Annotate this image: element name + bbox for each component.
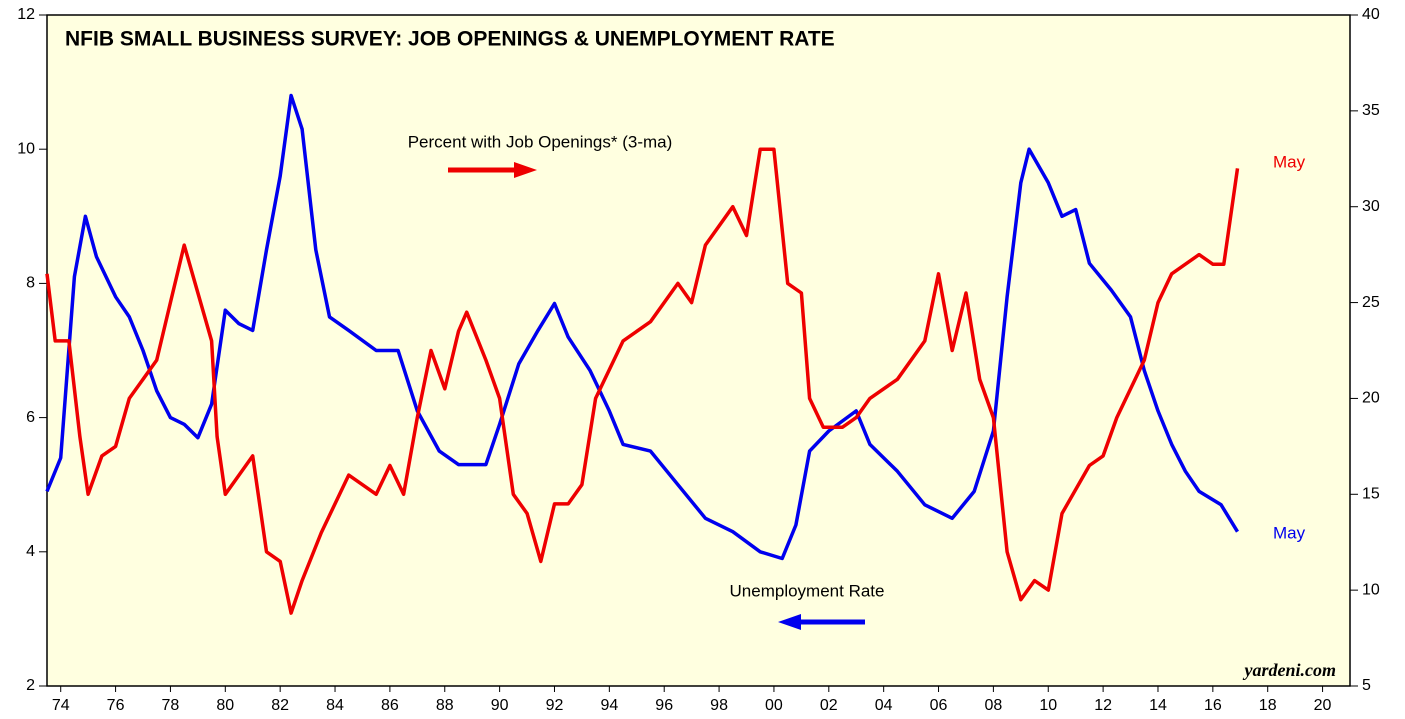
x-tick-label: 04: [875, 697, 893, 714]
end-label: May: [1273, 523, 1306, 542]
arrow-head: [514, 162, 537, 178]
x-tick-label: 06: [930, 697, 948, 714]
x-tick-label: 80: [216, 697, 234, 714]
y2-tick-label: 10: [1362, 581, 1380, 598]
end-label: May: [1273, 152, 1306, 171]
series-line: [45, 93, 1239, 561]
x-tick-label: 76: [107, 697, 125, 714]
x-tick-label: 16: [1204, 697, 1222, 714]
y2-tick-label: 40: [1362, 6, 1380, 23]
x-tick-label: 12: [1094, 697, 1112, 714]
x-tick-label: 78: [162, 697, 180, 714]
x-tick-label: 74: [52, 697, 70, 714]
y-tick-label: 12: [17, 6, 35, 23]
y2-tick-label: 20: [1362, 390, 1380, 407]
x-tick-label: 08: [984, 697, 1002, 714]
y2-tick-label: 5: [1362, 677, 1371, 694]
x-tick-label: 86: [381, 697, 399, 714]
annotation: Unemployment Rate: [730, 581, 885, 600]
x-tick-label: 82: [271, 697, 289, 714]
source: yardeni.com: [1243, 660, 1337, 680]
y2-tick-label: 25: [1362, 294, 1380, 311]
x-tick-label: 02: [820, 697, 838, 714]
chart-title: NFIB SMALL BUSINESS SURVEY: JOB OPENINGS…: [65, 28, 835, 51]
x-tick-label: 20: [1314, 697, 1332, 714]
y-tick-label: 8: [26, 275, 35, 292]
annotation: Percent with Job Openings* (3-ma): [408, 132, 673, 151]
x-tick-label: 10: [1039, 697, 1057, 714]
x-tick-label: 90: [491, 697, 509, 714]
y-tick-label: 6: [26, 409, 35, 426]
x-tick-label: 84: [326, 697, 344, 714]
arrow-head: [778, 614, 801, 630]
y-tick-label: 10: [17, 140, 35, 157]
x-tick-label: 00: [765, 697, 783, 714]
y2-tick-label: 35: [1362, 102, 1380, 119]
series-line: [45, 147, 1240, 615]
y2-tick-label: 30: [1362, 198, 1380, 215]
x-tick-label: 92: [546, 697, 564, 714]
x-tick-label: 96: [655, 697, 673, 714]
x-tick-label: 14: [1149, 697, 1167, 714]
x-tick-label: 88: [436, 697, 454, 714]
x-tick-label: 98: [710, 697, 728, 714]
x-tick-label: 18: [1259, 697, 1277, 714]
y-tick-label: 4: [26, 543, 35, 560]
y-tick-label: 2: [26, 677, 35, 694]
y2-tick-label: 15: [1362, 486, 1380, 503]
x-tick-label: 94: [600, 697, 618, 714]
plot-area: [46, 14, 1351, 687]
